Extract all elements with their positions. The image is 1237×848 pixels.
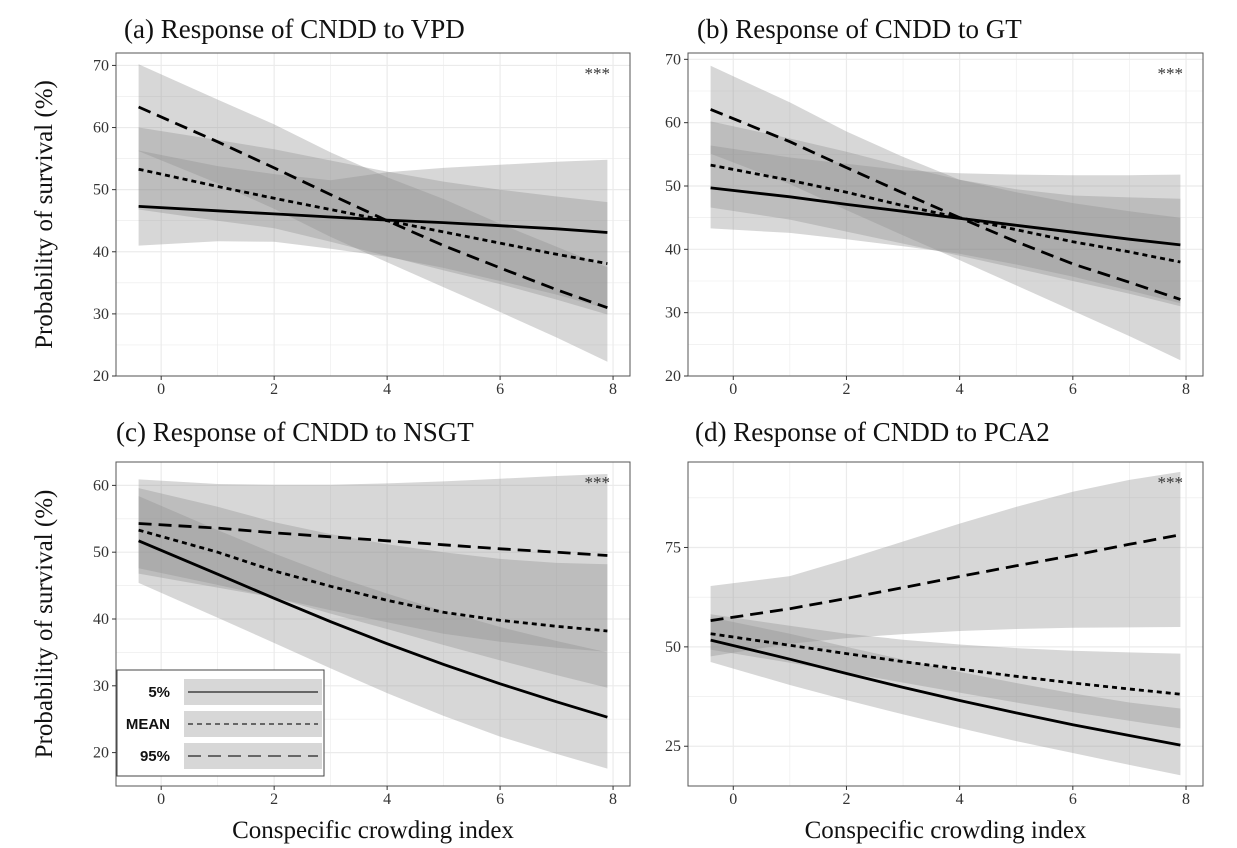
plot-background	[688, 53, 1203, 376]
x-tick-label: 4	[956, 791, 964, 808]
panel-c: 0 2 4 6 8 20 30 40 50 60 (c) Response of CNDD to N…	[31, 417, 631, 844]
confidence-ribbon-dashed	[138, 474, 608, 652]
y-tick-label: 50	[93, 544, 109, 561]
panel-border	[687, 461, 1204, 787]
panel-title: (c) Response of CNDD to NSGT	[116, 417, 474, 447]
y-tick-label: 40	[93, 611, 109, 628]
x-axis-title: Conspecific crowding index	[805, 817, 1087, 844]
confidence-ribbon-solid	[138, 496, 608, 769]
x-tick-label: 0	[729, 381, 737, 398]
x-tick-label: 2	[270, 381, 278, 398]
y-tick-label: 50	[665, 639, 681, 656]
x-tick-label: 8	[609, 791, 617, 808]
series-line-dashed	[710, 108, 1181, 301]
y-axis-title: Probability of survival (%)	[31, 490, 58, 759]
y-tick-label: 30	[665, 305, 681, 322]
x-axis-title: Conspecific crowding index	[232, 817, 514, 844]
x-tick-label: 6	[1069, 381, 1077, 398]
y-tick-label: 60	[93, 120, 109, 137]
y-tick-label: 25	[665, 738, 681, 755]
panel-title: (a) Response of CNDD to VPD	[124, 14, 465, 44]
x-tick-label: 2	[270, 791, 278, 808]
x-tick-label: 6	[496, 381, 504, 398]
series-line-dashed	[138, 105, 608, 310]
confidence-ribbon-dotted	[138, 488, 608, 688]
y-tick-label: 20	[665, 368, 681, 385]
x-tick-label: 0	[729, 791, 737, 808]
x-tick-label: 6	[1069, 791, 1077, 808]
legend: 5% MEAN 95%	[116, 669, 325, 777]
panel-border	[115, 461, 631, 787]
confidence-ribbon-dashed	[710, 471, 1181, 657]
legend-label: 95%	[140, 748, 170, 765]
x-tick-label: 0	[157, 791, 165, 808]
significance-marker: ***	[1158, 473, 1184, 492]
x-tick-label: 2	[842, 381, 850, 398]
x-tick-label: 4	[383, 381, 391, 398]
significance-marker: ***	[1158, 64, 1184, 83]
confidence-ribbon-dashed	[710, 65, 1181, 361]
series-line-dashed	[710, 533, 1181, 622]
x-tick-label: 4	[956, 381, 964, 398]
y-tick-label: 20	[93, 745, 109, 762]
panel-title: (b) Response of CNDD to GT	[697, 14, 1022, 44]
x-tick-label: 8	[1182, 381, 1190, 398]
legend-label: MEAN	[126, 716, 170, 733]
y-tick-label: 60	[93, 477, 109, 494]
panel-title: (d) Response of CNDD to PCA2	[695, 417, 1050, 447]
confidence-ribbon-dotted	[138, 127, 608, 315]
x-tick-label: 8	[1182, 791, 1190, 808]
series-line-dashed	[138, 522, 608, 557]
confidence-ribbon-solid	[710, 145, 1181, 304]
x-tick-label: 8	[609, 381, 617, 398]
y-tick-label: 50	[665, 178, 681, 195]
x-tick-label: 4	[383, 791, 391, 808]
legend-label: 5%	[148, 684, 170, 701]
y-tick-label: 60	[665, 115, 681, 132]
series-line-dotted	[138, 528, 608, 633]
legend-box	[116, 669, 325, 777]
series-line-solid	[710, 638, 1181, 747]
y-tick-label: 40	[665, 241, 681, 258]
panel-b: 0 2 4 6 8 20 30 40 50 60 70 (b) Response of CNDD to…	[665, 14, 1204, 398]
panel-a: 0 2 4 6 8 20 30 40 50 60 70 (a) Response of CNDD to…	[31, 14, 631, 398]
confidence-ribbon-dotted	[710, 614, 1181, 729]
confidence-ribbon-dashed	[138, 64, 608, 362]
x-tick-label: 6	[496, 791, 504, 808]
y-axis-title: Probability of survival (%)	[31, 80, 58, 349]
series-line-dotted	[138, 167, 608, 265]
significance-marker: ***	[585, 473, 611, 492]
y-tick-label: 70	[665, 51, 681, 68]
y-tick-label: 20	[93, 368, 109, 385]
y-tick-label: 50	[93, 182, 109, 199]
significance-marker: ***	[585, 64, 611, 83]
y-tick-label: 40	[93, 244, 109, 261]
x-tick-label: 2	[842, 791, 850, 808]
panel-d: 0 2 4 6 8 25 50 75 (d) Response of CNDD to PCA2 *…	[665, 417, 1204, 844]
series-line-dotted	[710, 632, 1181, 696]
panel-border	[115, 52, 631, 377]
y-tick-label: 75	[665, 539, 681, 556]
x-tick-label: 0	[157, 381, 165, 398]
confidence-ribbon-solid	[138, 150, 608, 309]
y-tick-label: 70	[93, 57, 109, 74]
plot-background	[116, 53, 630, 376]
series-line-solid	[138, 539, 608, 719]
panel-border	[687, 52, 1204, 377]
y-tick-label: 30	[93, 678, 109, 695]
y-tick-label: 30	[93, 306, 109, 323]
